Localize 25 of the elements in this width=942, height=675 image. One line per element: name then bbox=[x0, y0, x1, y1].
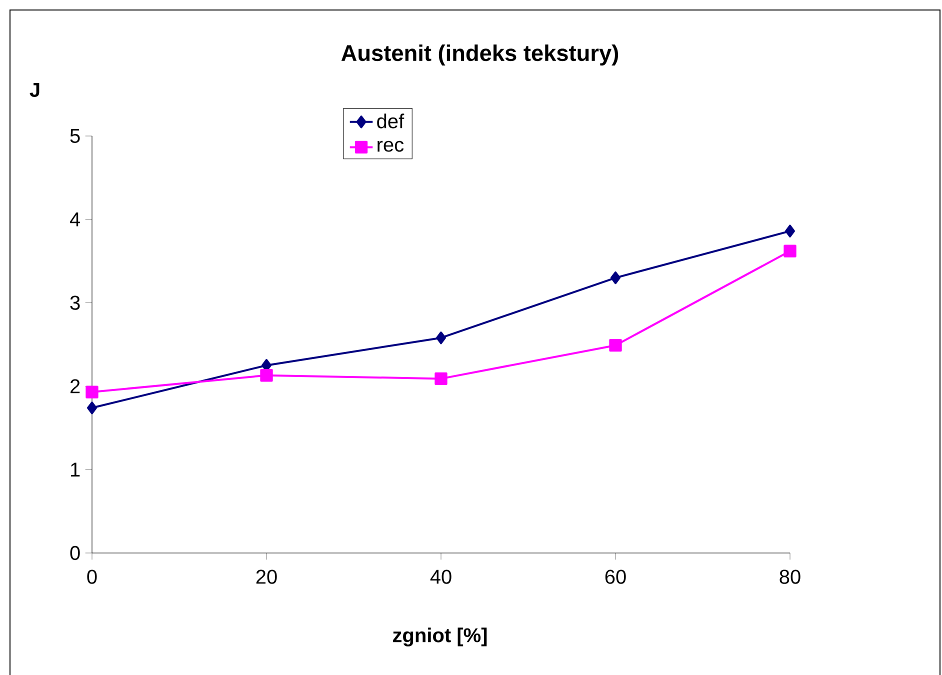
y-axis-title: J bbox=[30, 83, 40, 97]
point bbox=[609, 339, 622, 352]
chart-title: Austenit (indeks tekstury) bbox=[341, 44, 618, 66]
y-tick-label: 2 bbox=[70, 379, 80, 394]
y-tick-label: 3 bbox=[70, 296, 80, 310]
point bbox=[785, 224, 796, 238]
point bbox=[434, 372, 448, 386]
x-tick-label: 0 bbox=[87, 570, 97, 584]
y-tick-label: 1 bbox=[71, 462, 80, 476]
point bbox=[86, 386, 98, 398]
y-tick-label: 0 bbox=[70, 546, 80, 560]
x-tick-label: 20 bbox=[256, 570, 277, 584]
x-tick-label: 60 bbox=[605, 570, 626, 584]
point bbox=[784, 244, 796, 258]
legend-label: rec bbox=[378, 140, 404, 152]
y-tick-label: 5 bbox=[70, 129, 80, 143]
point bbox=[260, 369, 273, 382]
x-axis-title: zgniot [%] bbox=[393, 628, 487, 646]
point bbox=[87, 402, 97, 414]
x-tick-label: 80 bbox=[780, 570, 800, 584]
y-tick-label: 4 bbox=[70, 212, 80, 226]
x-tick-label: 40 bbox=[430, 570, 452, 584]
legend-label: def bbox=[377, 114, 404, 128]
point bbox=[436, 331, 446, 344]
point bbox=[610, 271, 621, 284]
